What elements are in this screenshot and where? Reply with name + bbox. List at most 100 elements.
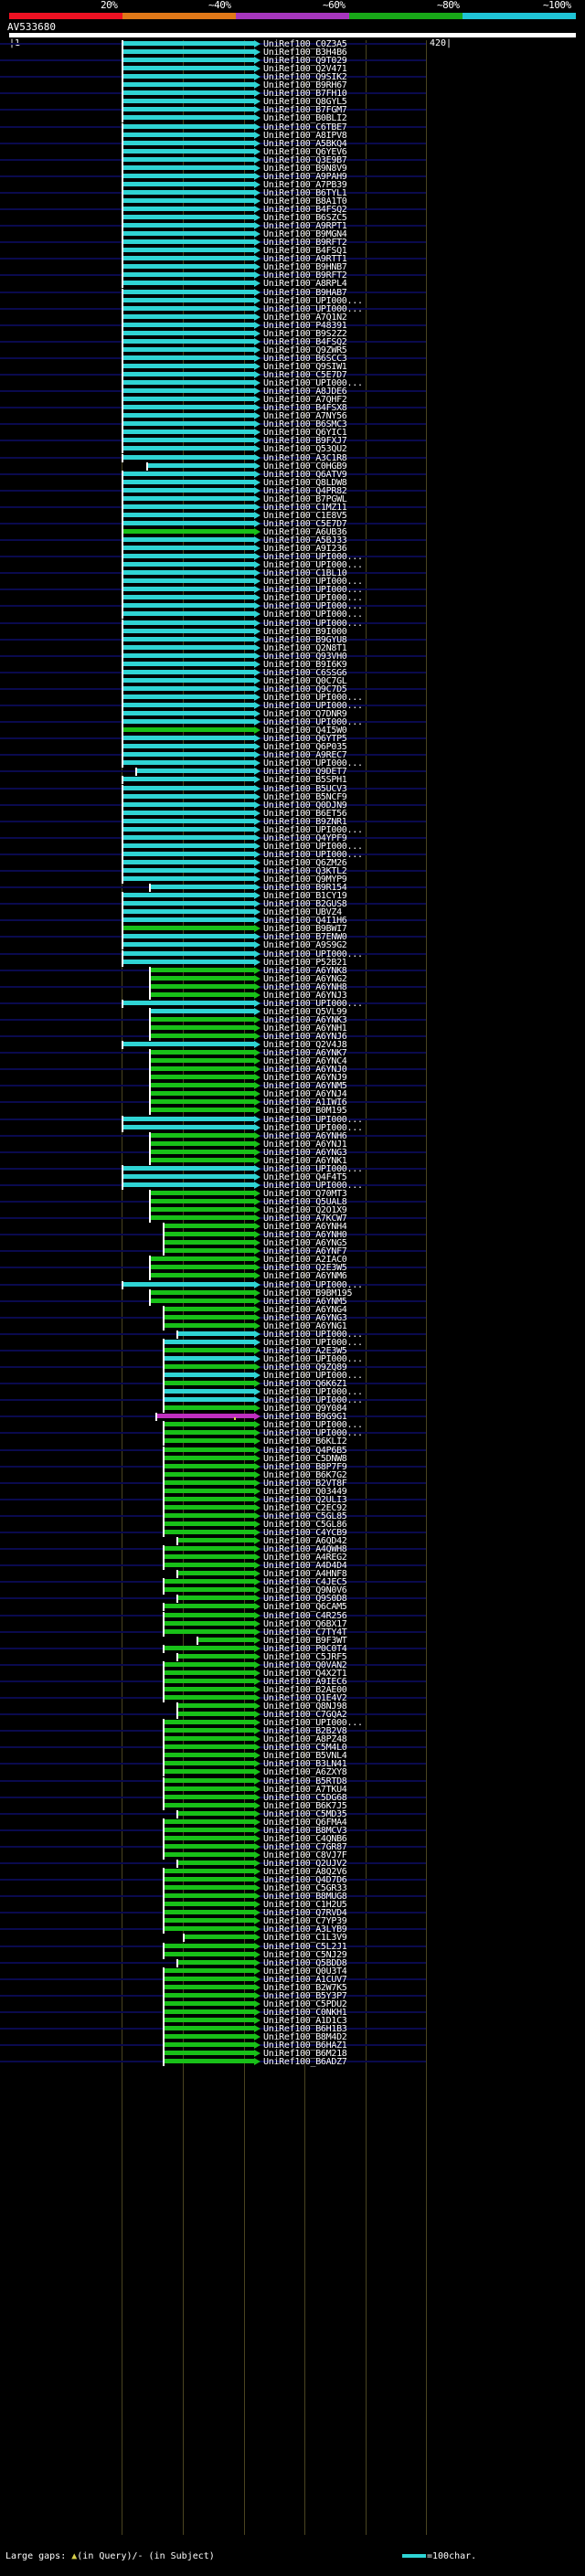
hit-row[interactable]: UniRef100_Q7RVD4 xyxy=(0,1908,585,1918)
hit-row[interactable]: UniRef100_B6SCC3 xyxy=(0,354,585,364)
hsp-bar[interactable] xyxy=(122,785,254,790)
hsp-bar[interactable] xyxy=(122,256,254,261)
hsp-bar[interactable] xyxy=(122,248,254,253)
hit-row[interactable]: UniRef100_Q9SIK2 xyxy=(0,72,585,83)
hsp-bar[interactable] xyxy=(163,1661,254,1667)
hit-row[interactable]: UniRef100_B0M195 xyxy=(0,1106,585,1116)
hsp-bar[interactable] xyxy=(176,1810,254,1816)
hit-accession-label[interactable]: UniRef100_B8P7F9 xyxy=(263,1461,347,1472)
hit-row[interactable]: UniRef100_A6YNG3 xyxy=(0,1313,585,1323)
hsp-bar[interactable] xyxy=(163,2000,254,2006)
hsp-bar[interactable] xyxy=(122,801,254,807)
hit-accession-label[interactable]: UniRef100_C5NJ29 xyxy=(263,1949,347,1960)
hit-row[interactable]: UniRef100_B2B2V8 xyxy=(0,1726,585,1737)
hit-accession-label[interactable]: UniRef100_C6SSG6 xyxy=(263,667,347,678)
hit-row[interactable]: UniRef100_UPI000... xyxy=(0,593,585,603)
hsp-bar[interactable] xyxy=(122,711,254,716)
hit-accession-label[interactable]: UniRef100_B6ET56 xyxy=(263,808,347,819)
hit-row[interactable]: UniRef100_A6YNF7 xyxy=(0,1246,585,1256)
hit-accession-label[interactable]: UniRef100_A6YNC4 xyxy=(263,1056,347,1067)
hit-row[interactable]: UniRef100_Q2E3W5 xyxy=(0,1263,585,1273)
hit-accession-label[interactable]: UniRef100_Q4YPF9 xyxy=(263,832,347,843)
hsp-bar[interactable] xyxy=(149,1091,254,1097)
hit-accession-label[interactable]: UniRef100_B8A1T0 xyxy=(263,196,347,207)
hit-accession-label[interactable]: UniRef100_B5SPH1 xyxy=(263,775,347,786)
hit-row[interactable]: UniRef100_Q9T029 xyxy=(0,56,585,66)
hit-row[interactable]: UniRef100_C5GR33 xyxy=(0,1883,585,1893)
hit-row[interactable]: UniRef100_A6YNM5 xyxy=(0,1081,585,1091)
hsp-bar[interactable] xyxy=(163,1314,254,1320)
hsp-bar[interactable] xyxy=(163,1794,254,1799)
hit-row[interactable]: UniRef100_B9GYU8 xyxy=(0,635,585,645)
hit-accession-label[interactable]: UniRef100_UPI000... xyxy=(263,1718,363,1729)
hsp-bar[interactable] xyxy=(163,1471,254,1477)
hsp-bar[interactable] xyxy=(149,991,254,997)
hit-accession-label[interactable]: UniRef100_P0C0T4 xyxy=(263,1643,347,1654)
hit-accession-label[interactable]: UniRef100_C5DG68 xyxy=(263,1792,347,1803)
hit-accession-label[interactable]: UniRef100_B5Y3P7 xyxy=(263,1990,347,2001)
hsp-bar[interactable] xyxy=(122,297,254,302)
hsp-bar[interactable] xyxy=(149,1256,254,1262)
hit-row[interactable]: UniRef100_A6YNG5 xyxy=(0,1238,585,1248)
hit-accession-label[interactable]: UniRef100_C7GQA2 xyxy=(263,1710,347,1721)
hit-accession-label[interactable]: UniRef100_B6ADZ7 xyxy=(263,2057,347,2068)
hit-accession-label[interactable]: UniRef100_UPI000... xyxy=(263,849,363,860)
hsp-bar[interactable] xyxy=(163,1686,254,1691)
hsp-bar[interactable] xyxy=(122,669,254,674)
hit-row[interactable]: UniRef100_C4R256 xyxy=(0,1611,585,1621)
hit-row[interactable]: UniRef100_UPI000... xyxy=(0,1164,585,1174)
hit-accession-label[interactable]: UniRef100_B5NCF9 xyxy=(263,791,347,802)
hit-row[interactable]: UniRef100_B6TYL1 xyxy=(0,188,585,198)
hit-row[interactable]: UniRef100_Q6YEV6 xyxy=(0,147,585,157)
hsp-bar[interactable] xyxy=(122,950,254,956)
hit-accession-label[interactable]: UniRef100_A3C1R8 xyxy=(263,452,347,463)
hit-row[interactable]: UniRef100_Q53QU2 xyxy=(0,444,585,454)
hit-row[interactable]: UniRef100_UPI000... xyxy=(0,585,585,595)
hit-row[interactable]: UniRef100_UPI000... xyxy=(0,1181,585,1191)
hit-row[interactable]: UniRef100_A6QD42 xyxy=(0,1536,585,1546)
hit-accession-label[interactable]: UniRef100_B5VNL4 xyxy=(263,1751,347,1762)
hit-row[interactable]: UniRef100_B7PGWL xyxy=(0,494,585,504)
hit-accession-label[interactable]: UniRef100_B6SMC3 xyxy=(263,419,347,430)
hit-row[interactable]: UniRef100_B6KLI2 xyxy=(0,1436,585,1447)
hsp-bar[interactable] xyxy=(122,164,254,170)
hit-row[interactable]: UniRef100_C0HGB9 xyxy=(0,461,585,472)
hsp-bar[interactable] xyxy=(163,1761,254,1766)
hit-row[interactable]: UniRef100_A7KCW7 xyxy=(0,1214,585,1224)
hit-accession-label[interactable]: UniRef100_Q9DET7 xyxy=(263,767,347,778)
hit-accession-label[interactable]: UniRef100_A4HNF8 xyxy=(263,1569,347,1580)
hit-row[interactable]: UniRef100_A9RTT1 xyxy=(0,254,585,264)
hsp-bar[interactable] xyxy=(163,1389,254,1394)
hit-row[interactable]: UniRef100_Q6YIC1 xyxy=(0,428,585,438)
hit-accession-label[interactable]: UniRef100_B9MGN4 xyxy=(263,229,347,240)
hsp-bar[interactable] xyxy=(176,1712,254,1717)
hit-row[interactable]: UniRef100_A4REG2 xyxy=(0,1553,585,1563)
hit-accession-label[interactable]: UniRef100_C1H2U5 xyxy=(263,1900,347,1911)
hit-row[interactable]: UniRef100_A6YNK8 xyxy=(0,966,585,976)
hsp-bar[interactable] xyxy=(122,156,254,162)
hsp-bar[interactable] xyxy=(122,587,254,592)
hit-row[interactable]: UniRef100_UPI000... xyxy=(0,717,585,727)
hit-row[interactable]: UniRef100_A9REC7 xyxy=(0,750,585,760)
hit-row[interactable]: UniRef100_UPI000... xyxy=(0,1115,585,1125)
hsp-bar[interactable] xyxy=(163,1720,254,1725)
hit-row[interactable]: UniRef100_A9S9G2 xyxy=(0,940,585,950)
hit-accession-label[interactable]: UniRef100_B6K7J5 xyxy=(263,1800,347,1811)
hit-accession-label[interactable]: UniRef100_Q4PR82 xyxy=(263,485,347,496)
hit-row[interactable]: UniRef100_A8JDE6 xyxy=(0,387,585,397)
hit-row[interactable]: UniRef100_Q6CAM5 xyxy=(0,1602,585,1612)
hit-accession-label[interactable]: UniRef100_B2B2V8 xyxy=(263,1726,347,1737)
hit-accession-label[interactable]: UniRef100_Q9SIK2 xyxy=(263,72,347,83)
hsp-bar[interactable] xyxy=(163,1893,254,1899)
hit-row[interactable]: UniRef100_C7YP39 xyxy=(0,1916,585,1926)
hit-accession-label[interactable]: UniRef100_Q0C7GL xyxy=(263,675,347,686)
hsp-bar[interactable] xyxy=(163,1976,254,1981)
hit-row[interactable]: UniRef100_Q2O1X9 xyxy=(0,1205,585,1215)
hit-accession-label[interactable]: UniRef100_UPI000... xyxy=(263,758,363,769)
hit-row[interactable]: UniRef100_Q9C7D5 xyxy=(0,684,585,694)
hit-accession-label[interactable]: UniRef100_B0BLI2 xyxy=(263,113,347,124)
hit-accession-label[interactable]: UniRef100_Q4D7D6 xyxy=(263,1875,347,1886)
hit-accession-label[interactable]: UniRef100_B5UCV3 xyxy=(263,783,347,794)
hsp-bar[interactable] xyxy=(122,603,254,609)
hit-accession-label[interactable]: UniRef100_B2VT8F xyxy=(263,1478,347,1489)
